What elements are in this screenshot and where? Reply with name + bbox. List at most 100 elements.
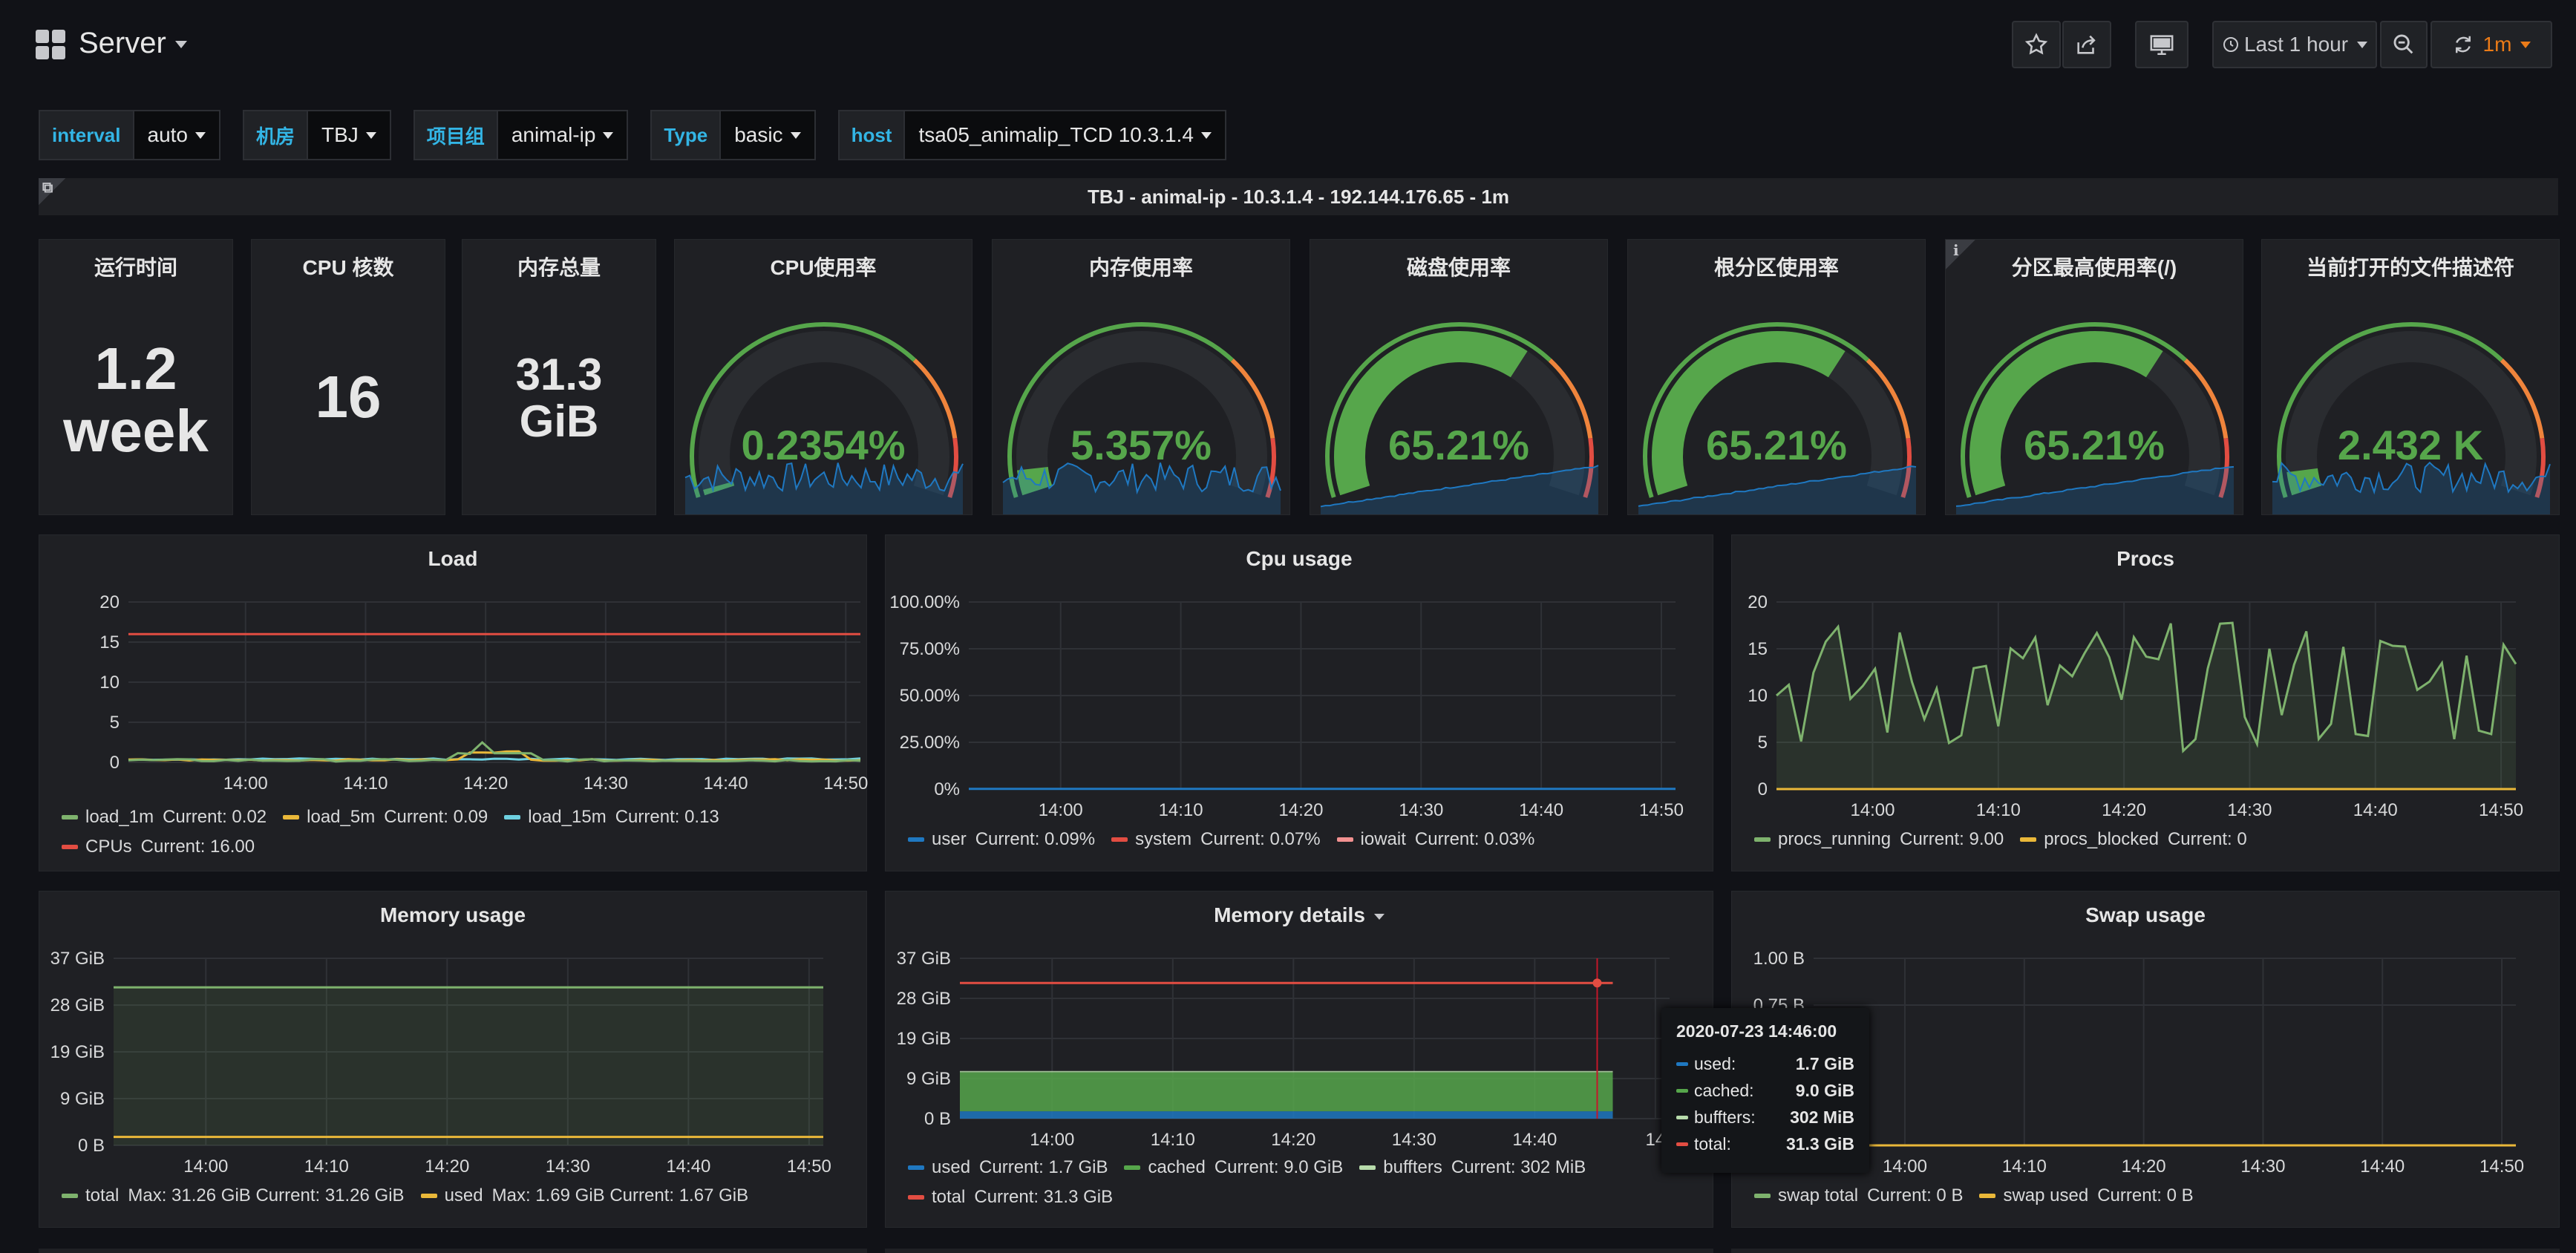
tv-mode-button[interactable] — [2135, 21, 2188, 68]
legend-item[interactable]: totalMax: 31.26 GiB Current: 31.26 GiB — [62, 1181, 405, 1211]
zoom-out-button[interactable] — [2380, 21, 2428, 68]
y-tick-label: 19 GiB — [50, 1042, 105, 1062]
x-tick-label: 14:20 — [2122, 1157, 2166, 1177]
stat-panel-uptime[interactable]: 运行时间 1.2week — [39, 239, 233, 515]
stat-panel-cpu-cores[interactable]: CPU 核数 16 — [251, 239, 445, 515]
gauge-value: 0.2354% — [675, 424, 972, 468]
panel-title[interactable]: Memory details — [886, 903, 1713, 927]
stacked-area — [960, 1071, 1613, 1073]
variable-room: 机房 TBJ — [243, 110, 391, 160]
variable-dropdown[interactable]: basic — [721, 110, 815, 160]
x-tick-label: 14:00 — [183, 1157, 228, 1177]
y-tick-label: 10 — [1748, 686, 1768, 706]
legend-item[interactable]: swap usedCurrent: 0 B — [1979, 1181, 2193, 1211]
stat-panel-memory-total[interactable]: 内存总量 31.3GiB — [462, 239, 656, 515]
stat-value: 16 — [252, 366, 445, 428]
tooltip-swatch — [1676, 1116, 1688, 1119]
variable-dropdown[interactable]: TBJ — [308, 110, 391, 160]
graph-legend: usedCurrent: 1.7 GiB cachedCurrent: 9.0 G… — [908, 1153, 1695, 1212]
legend-item[interactable]: usedCurrent: 1.7 GiB — [908, 1153, 1108, 1182]
variable-host: host tsa05_animalip_TCD 10.3.1.4 — [838, 110, 1226, 160]
legend-item[interactable]: load_15mCurrent: 0.13 — [504, 802, 719, 832]
legend-swatch — [62, 845, 78, 849]
legend-item[interactable]: cachedCurrent: 9.0 GiB — [1124, 1153, 1343, 1182]
legend-swatch — [1754, 1194, 1771, 1198]
next-row-panel-edge — [1731, 1249, 2560, 1253]
panel-link-corner[interactable]: ⧉ — [39, 178, 65, 205]
legend-item[interactable]: userCurrent: 0.09% — [908, 825, 1095, 854]
x-tick-label: 14:10 — [1976, 800, 2021, 820]
legend-item[interactable]: load_5mCurrent: 0.09 — [283, 802, 488, 832]
legend-item[interactable]: swap totalCurrent: 0 B — [1754, 1181, 1963, 1211]
gauge-panel-max-partition[interactable]: i 分区最高使用率(/) 65.21% — [1945, 239, 2243, 515]
legend-swatch — [908, 837, 924, 842]
variable-dropdown[interactable]: animal-ip — [498, 110, 629, 160]
gauge-panel-disk[interactable]: 磁盘使用率 65.21% — [1310, 239, 1608, 515]
graph-panel-memory-details[interactable]: 37 GiB28 GiB19 GiB9 GiB0 B14:0014:1014:2… — [885, 891, 1713, 1228]
legend-series-name: load_5m — [307, 807, 375, 828]
x-tick-label: 14:50 — [2479, 800, 2523, 820]
x-tick-label: 14:30 — [2240, 1157, 2285, 1177]
graph-panel-memory-usage[interactable]: 37 GiB28 GiB19 GiB9 GiB0 B14:0014:1014:2… — [39, 891, 867, 1228]
panel-title: 当前打开的文件描述符 — [2262, 252, 2559, 281]
external-link-icon: ⧉ — [42, 180, 53, 197]
x-tick-label: 14:10 — [304, 1157, 349, 1177]
gauge-value: 65.21% — [1628, 424, 1925, 468]
legend-item[interactable]: procs_runningCurrent: 9.00 — [1754, 825, 2004, 854]
legend-series-name: total — [85, 1185, 119, 1206]
x-tick-label: 14:30 — [1399, 800, 1443, 820]
legend-series-name: buffters — [1383, 1157, 1442, 1178]
graph-panel-cpu-usage[interactable]: 100.00%75.00%50.00%25.00%0%14:0014:1014:… — [885, 534, 1713, 871]
graph-panel-procs[interactable]: 2015105014:0014:1014:2014:3014:4014:50 P… — [1731, 534, 2560, 871]
graph-legend: swap totalCurrent: 0 B swap usedCurrent: … — [1754, 1181, 2541, 1211]
time-range-picker[interactable]: Last 1 hour — [2212, 21, 2377, 68]
variable-project: 项目组 animal-ip — [413, 110, 629, 160]
legend-item[interactable]: usedMax: 1.69 GiB Current: 1.67 GiB — [421, 1181, 749, 1211]
tooltip-row: cached:9.0 GiB — [1676, 1077, 1854, 1104]
legend-swatch — [62, 815, 78, 819]
refresh-interval-label: 1m — [2483, 33, 2512, 56]
refresh-picker[interactable]: 1m — [2430, 21, 2552, 68]
y-tick-label: 28 GiB — [897, 989, 951, 1009]
gauge-panel-root-partition[interactable]: 根分区使用率 65.21% — [1627, 239, 1926, 515]
graph-legend: totalMax: 31.26 GiB Current: 31.26 GiB us… — [62, 1181, 849, 1211]
graph-panel-load[interactable]: 2015105014:0014:1014:2014:3014:4014:50 L… — [39, 534, 867, 871]
y-tick-label: 9 GiB — [906, 1069, 951, 1089]
next-row-panel-edge — [39, 1249, 867, 1253]
legend-swatch — [421, 1194, 437, 1198]
legend-series-name: used — [932, 1157, 970, 1178]
gauge-panel-file-descriptors[interactable]: 当前打开的文件描述符 2.432 K — [2261, 239, 2560, 515]
legend-item[interactable]: totalCurrent: 31.3 GiB — [908, 1182, 1113, 1212]
y-tick-label: 0 — [110, 753, 120, 773]
legend-item[interactable]: bufftersCurrent: 302 MiB — [1359, 1153, 1586, 1182]
legend-item[interactable]: load_1mCurrent: 0.02 — [62, 802, 267, 832]
x-tick-label: 14:40 — [2360, 1157, 2405, 1177]
legend-swatch — [283, 815, 299, 819]
graph-tooltip: 2020-07-23 14:46:00 used:1.7 GiB cached:… — [1661, 1008, 1869, 1173]
panel-title: Memory usage — [39, 903, 866, 927]
y-tick-label: 25.00% — [900, 733, 960, 753]
y-tick-label: 100.00% — [889, 592, 960, 612]
legend-item[interactable]: procs_blockedCurrent: 0 — [2020, 825, 2246, 854]
star-button[interactable] — [2012, 21, 2061, 68]
legend-current-value: Current: 9.0 GiB — [1215, 1157, 1343, 1178]
variable-label: interval — [39, 110, 134, 160]
graph-canvas: 37 GiB28 GiB19 GiB9 GiB0 B14:0014:1014:2… — [39, 892, 868, 1229]
dashboard-title[interactable]: Server — [79, 27, 187, 60]
legend-item[interactable]: systemCurrent: 0.07% — [1111, 825, 1320, 854]
legend-item[interactable]: CPUsCurrent: 16.00 — [62, 832, 255, 862]
hover-point — [1592, 978, 1601, 987]
variable-dropdown[interactable]: tsa05_animalip_TCD 10.3.1.4 — [905, 110, 1226, 160]
gauge-panel-memory[interactable]: 内存使用率 5.357% — [992, 239, 1290, 515]
share-button[interactable] — [2062, 21, 2111, 68]
dashboard-grid-icon[interactable] — [36, 30, 65, 59]
panel-title: CPU使用率 — [675, 252, 972, 281]
gauge-value: 5.357% — [993, 424, 1289, 468]
variable-label: 项目组 — [413, 110, 498, 160]
panel-title: Load — [39, 547, 866, 571]
gauge-panel-cpu[interactable]: CPU使用率 0.2354% — [674, 239, 972, 515]
graph-legend: userCurrent: 0.09% systemCurrent: 0.07% io… — [908, 825, 1695, 854]
x-tick-label: 14:30 — [1392, 1130, 1436, 1150]
legend-item[interactable]: iowaitCurrent: 0.03% — [1337, 825, 1535, 854]
variable-dropdown[interactable]: auto — [134, 110, 221, 160]
